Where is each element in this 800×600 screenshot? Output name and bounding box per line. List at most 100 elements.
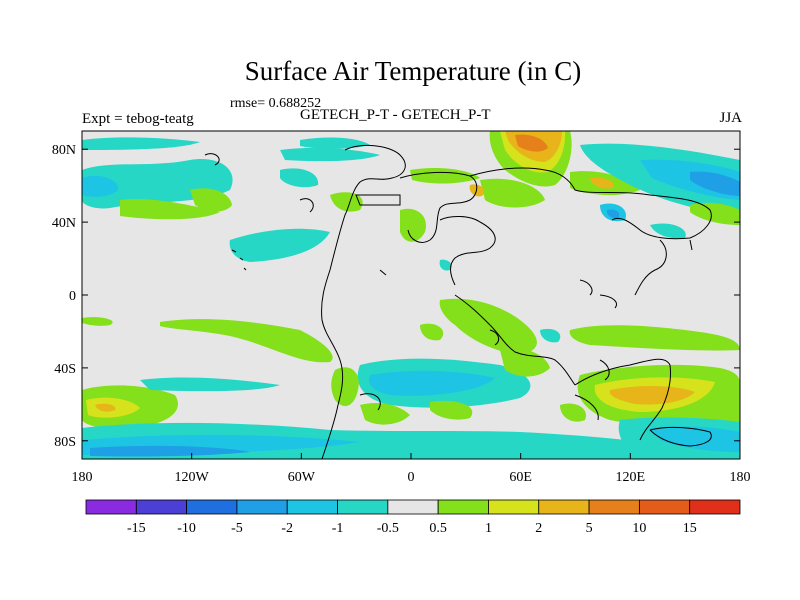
coastline [689, 239, 693, 251]
coastline [599, 359, 610, 381]
colorbar-label: -0.5 [377, 521, 399, 536]
colorbar-label: -1 [332, 521, 344, 536]
colorbar-swatch [387, 499, 439, 515]
coastline [439, 216, 496, 286]
rmse-label: rmse= 0.688252 [230, 96, 322, 111]
field-patch [500, 348, 550, 377]
colorbar-label: 15 [683, 521, 697, 536]
colorbar-swatch [236, 499, 288, 515]
x-tick-label: 60W [288, 470, 316, 485]
anomaly-fields [82, 131, 740, 459]
field-patch [420, 323, 444, 341]
y-tick-label: 40N [52, 216, 76, 231]
colorbar-swatch [186, 499, 238, 515]
colorbar-label: 2 [535, 521, 542, 536]
field-patch [480, 178, 545, 208]
field-patch [160, 319, 333, 363]
field-patch [360, 403, 410, 425]
x-tick-label: 120W [175, 470, 210, 485]
y-tick-label: 80N [52, 143, 76, 158]
comparison-label: GETECH_P-T - GETECH_P-T [300, 107, 491, 123]
colorbar-label: 1 [485, 521, 492, 536]
field-patch [82, 317, 113, 326]
field-patch [300, 137, 370, 149]
coastline [579, 279, 593, 296]
coastline [204, 153, 220, 166]
coastline [379, 269, 387, 276]
field-patch [95, 403, 116, 412]
coastline [634, 239, 667, 296]
coastline [299, 198, 314, 213]
field-patch [90, 445, 250, 457]
x-axis: 180 120W 60W 0 60E 120E 180 [72, 453, 751, 485]
field-patch [400, 208, 426, 242]
season-label: JJA [719, 110, 742, 126]
field-patch [330, 192, 363, 212]
field-patch [439, 259, 452, 271]
field-patch [690, 202, 740, 225]
coastline [574, 358, 671, 441]
field-patch [410, 167, 480, 184]
colorbar: -15 -10 -5 -2 -1 -0.5 0.5 1 2 5 10 15 [85, 499, 741, 536]
colorbar-swatch [588, 499, 640, 515]
colorbar-swatch [85, 499, 137, 515]
field-patch [690, 171, 740, 196]
field-patch [609, 386, 695, 405]
field-patch [229, 228, 330, 262]
field-patch [650, 426, 740, 452]
field-patch [606, 209, 620, 219]
coastline [649, 426, 712, 447]
field-patch [369, 370, 495, 396]
colorbar-swatch [135, 499, 188, 515]
field-patch [439, 298, 537, 355]
colorbar-swatch [538, 499, 590, 515]
colorbar-label: 5 [586, 521, 593, 536]
y-axis: 80N 40N 0 40S 80S [52, 143, 740, 450]
colorbar-label: 0.5 [429, 521, 447, 536]
coastline [355, 194, 401, 206]
colorbar-swatch [488, 499, 540, 515]
coastline [489, 329, 500, 346]
coastline [454, 294, 576, 386]
field-patch [190, 188, 232, 212]
colorbar-swatch [689, 499, 741, 515]
field-patch [280, 168, 319, 188]
coastline [599, 294, 617, 309]
field-patch [120, 199, 220, 220]
x-tick-label: 180 [72, 470, 93, 485]
y-tick-label: 0 [69, 289, 76, 304]
field-patch [430, 400, 473, 420]
x-tick-label: 60E [509, 470, 532, 485]
colorbar-swatch [638, 499, 691, 515]
colorbar-label: 10 [632, 521, 646, 536]
colorbar-label: -5 [231, 521, 243, 536]
field-patch [569, 325, 740, 351]
colorbar-label: -15 [127, 521, 146, 536]
field-patch [331, 367, 359, 407]
x-tick-label: 0 [408, 470, 415, 485]
field-patch [82, 175, 119, 197]
colorbar-swatch [286, 499, 338, 515]
field-patch [540, 328, 561, 343]
colorbar-swatch [437, 499, 489, 515]
y-tick-label: 80S [54, 435, 76, 450]
field-patch [515, 134, 548, 152]
experiment-label: Expt = tebog-teatg [82, 111, 194, 127]
x-tick-label: 180 [730, 470, 751, 485]
coastline [574, 394, 599, 421]
field-patch [280, 147, 380, 162]
colorbar-label: -10 [177, 521, 196, 536]
field-patch [590, 177, 614, 189]
coastline [231, 249, 247, 271]
coastline [469, 167, 712, 240]
field-patch [560, 403, 586, 422]
map-title: Surface Air Temperature (in C) [244, 56, 582, 86]
coastline [399, 171, 478, 243]
colorbar-label: -2 [281, 521, 293, 536]
coastlines [204, 144, 712, 459]
y-tick-label: 40S [54, 362, 76, 377]
colorbar-swatch [337, 499, 389, 515]
x-tick-label: 120E [616, 470, 646, 485]
field-patch [650, 223, 686, 239]
